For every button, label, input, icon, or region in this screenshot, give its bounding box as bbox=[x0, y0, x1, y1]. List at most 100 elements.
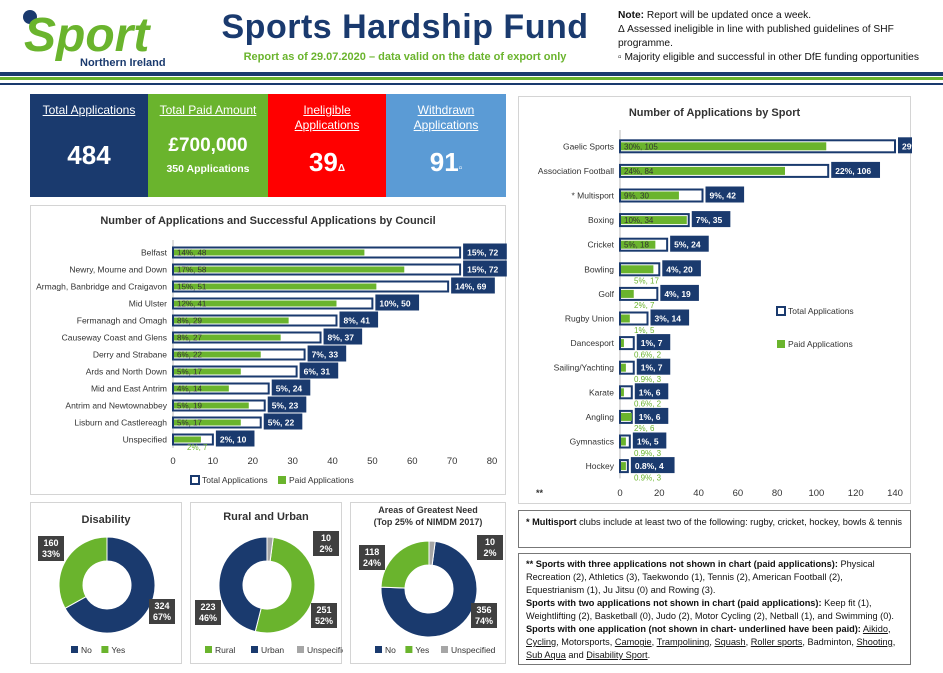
total-label-box bbox=[632, 432, 667, 449]
kpi-paid-sub: 350 Applications bbox=[166, 163, 250, 175]
total-data-label: 0.8%, 4 bbox=[635, 461, 664, 471]
header-divider-navy-thin bbox=[0, 83, 943, 85]
paid-bar bbox=[621, 363, 626, 372]
legend-label: No bbox=[81, 645, 92, 655]
kpi-withdrawn-value: 91 bbox=[429, 147, 459, 177]
note-line-1: Report will be updated once a week. bbox=[644, 10, 812, 21]
sport-one-app-item: Camogie bbox=[614, 637, 652, 647]
legend-total-label: Total Applications bbox=[788, 306, 854, 316]
total-label-box bbox=[662, 260, 701, 277]
paid-bar bbox=[174, 351, 261, 358]
legend-paid-label: Paid Applications bbox=[289, 475, 354, 485]
one-items-list: Aikido, Cycling, Motorsports, Camogie, T… bbox=[526, 624, 896, 660]
report-date-subtitle: Report as of 29.07.2020 – data valid on … bbox=[243, 51, 567, 63]
paid-data-label: 5%, 17 bbox=[177, 368, 202, 377]
slice-label: 24% bbox=[363, 558, 381, 568]
sport-one-app-item: Roller sports bbox=[750, 637, 803, 647]
slice-label-box bbox=[38, 536, 64, 561]
legend-swatch bbox=[205, 646, 212, 653]
paid-data-label: 0.9%, 3 bbox=[634, 473, 662, 482]
sport-chart-panel: Number of Applications by Sport Gaelic S… bbox=[518, 96, 912, 504]
total-data-label: 7%, 33 bbox=[312, 350, 339, 360]
slice-label: 160 bbox=[43, 538, 58, 548]
legend-swatch bbox=[441, 646, 448, 653]
paid-data-label: 0.6%, 2 bbox=[634, 350, 662, 359]
logo-dot-icon bbox=[23, 10, 37, 24]
x-tick-label: 60 bbox=[407, 456, 418, 467]
paid-data-label: 15%, 51 bbox=[177, 283, 207, 292]
category-label: Angling bbox=[586, 412, 615, 422]
category-label: Hockey bbox=[586, 461, 615, 471]
total-data-label: 6%, 31 bbox=[304, 367, 331, 377]
paid-bar bbox=[174, 300, 337, 307]
header-divider-green bbox=[0, 77, 943, 80]
total-label-box bbox=[660, 284, 699, 301]
rural-pie-panel: Rural and Urban 251 52% 223 46% 10 2% Rural Urb… bbox=[190, 502, 343, 664]
total-data-label: 7%, 35 bbox=[696, 215, 723, 225]
total-label-box bbox=[299, 362, 339, 379]
paid-data-label: 4%, 14 bbox=[177, 385, 202, 394]
total-data-label: 4%, 19 bbox=[664, 289, 691, 299]
paid-data-label: 0.6%, 2 bbox=[634, 400, 662, 409]
legend-total-swatch bbox=[776, 306, 786, 316]
pie-slice bbox=[380, 540, 430, 589]
note-line-3: ▫ Majority eligible and successful in ot… bbox=[618, 52, 919, 63]
slice-label: 223 bbox=[200, 602, 215, 612]
slice-label: 356 bbox=[476, 605, 491, 615]
slice-label: 46% bbox=[199, 613, 217, 623]
total-label-box bbox=[831, 161, 881, 178]
paid-bar bbox=[174, 402, 249, 409]
legend-swatch bbox=[251, 646, 258, 653]
paid-bar bbox=[174, 317, 289, 324]
total-data-label: 15%, 72 bbox=[467, 265, 498, 275]
slice-label: 2% bbox=[319, 544, 332, 554]
total-label-box bbox=[898, 137, 912, 154]
multisport-mark: * Multisport bbox=[526, 517, 577, 527]
category-label: Unspecified bbox=[123, 435, 168, 445]
legend-paid-label: Paid Applications bbox=[788, 339, 853, 349]
paid-data-label: 5%, 18 bbox=[624, 241, 649, 250]
paid-bar bbox=[174, 283, 377, 290]
category-label: Ards and North Down bbox=[86, 367, 168, 377]
total-label-box bbox=[650, 309, 690, 326]
total-data-label: 9%, 42 bbox=[710, 191, 737, 201]
total-data-label: 1%, 5 bbox=[637, 437, 659, 447]
x-tick-label: 80 bbox=[772, 488, 783, 499]
paid-data-label: 0.9%, 3 bbox=[634, 375, 662, 384]
paid-bar bbox=[621, 142, 827, 151]
total-data-label: 1%, 7 bbox=[641, 338, 663, 348]
slice-label: 74% bbox=[475, 616, 493, 626]
kpi-ineligible-label: Ineligible Applications bbox=[294, 103, 360, 132]
total-data-label: 8%, 37 bbox=[328, 333, 355, 343]
x-tick-label: 100 bbox=[808, 488, 824, 499]
slice-label: 10 bbox=[485, 537, 495, 547]
x-axis-marker: ** bbox=[536, 488, 544, 498]
multisport-text: clubs include at least two of the follow… bbox=[576, 517, 902, 527]
x-tick-label: 0 bbox=[617, 488, 622, 499]
legend-label: Unspecified bbox=[451, 645, 496, 655]
sport-chart: Gaelic Sports 29%, 140 30%, 105 Association… bbox=[536, 130, 912, 499]
sport-one-app-item: Cycling bbox=[526, 637, 557, 647]
legend-total-swatch bbox=[190, 475, 200, 485]
category-label: * Multisport bbox=[571, 191, 614, 201]
slice-label-box bbox=[311, 603, 337, 628]
total-data-label: 10%, 50 bbox=[379, 299, 410, 309]
sport-chart-title: Number of Applications by Sport bbox=[628, 107, 801, 119]
category-label: Sailing/Yachting bbox=[554, 363, 615, 373]
total-label-box bbox=[634, 383, 669, 400]
need-pie-panel: Areas of Greatest Need (Top 25% of NIMDM… bbox=[350, 502, 506, 664]
paid-data-label: 6%, 22 bbox=[177, 351, 202, 360]
total-bar bbox=[619, 385, 633, 400]
multisport-note: * Multisport clubs include at least two … bbox=[518, 510, 911, 548]
logo-subtext: Northern Ireland bbox=[80, 57, 166, 69]
paid-data-label: 9%, 30 bbox=[624, 192, 649, 201]
category-label: Mid and East Antrim bbox=[91, 384, 167, 394]
x-tick-label: 60 bbox=[733, 488, 744, 499]
total-data-label: 29%, 140 bbox=[902, 141, 912, 151]
council-chart: Belfast 15%, 72 14%, 48 Newry, Mourne and D… bbox=[36, 240, 507, 485]
category-label: Lisburn and Castlereagh bbox=[74, 418, 167, 428]
paid-data-label: 0.9%, 3 bbox=[634, 449, 662, 458]
kpi-ineligible: Ineligible Applications 39Δ bbox=[268, 94, 386, 197]
pie-slice bbox=[254, 536, 316, 634]
